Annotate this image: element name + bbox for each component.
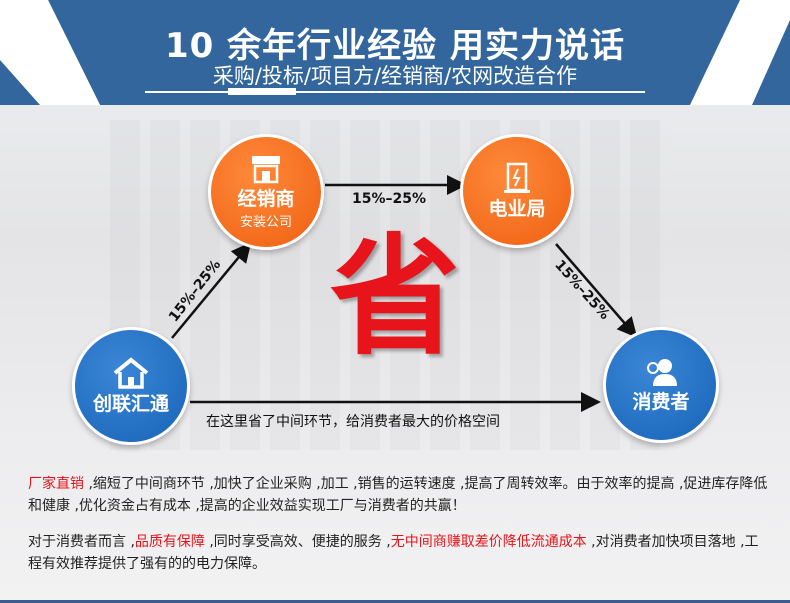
node-dealer-sub: 安装公司 xyxy=(239,215,292,230)
node-company-label: 创联汇通 xyxy=(92,392,169,415)
header-banner: 10 余年行业经验 用实力说话 采购/投标/项目方/经销商/农网改造合作 xyxy=(0,0,790,105)
home-icon xyxy=(113,356,149,389)
paragraph-2: 对于消费者而言 ,品质有保障 ,同时享受高效、便捷的服务 ,无中间商赚取差价降低… xyxy=(28,531,768,575)
power-building-icon xyxy=(504,162,530,193)
background-building xyxy=(110,120,670,450)
header-title: 10 余年行业经验 用实力说话 xyxy=(165,26,625,66)
bottom-border xyxy=(0,600,790,603)
header-subtitle: 采购/投标/项目方/经销商/农网改造合作 xyxy=(212,64,578,88)
highlight-text: 无中间商赚取差价降低流通成本 xyxy=(390,534,587,550)
store-icon xyxy=(252,156,280,184)
body-text: 对于消费者而言 , xyxy=(28,534,135,550)
label-dealer-to-power: 15%–25% xyxy=(352,191,427,207)
node-dealer-label: 经销商 xyxy=(237,188,295,210)
highlight-text: 品质有保障 xyxy=(134,534,205,550)
body-text: ,对消费者加快项目落地 ,工程有效推荐提供了强有的的电力保障。 xyxy=(28,534,759,572)
banner-shape xyxy=(0,0,790,105)
highlight-text: 厂家直销 xyxy=(28,476,84,492)
body-text: ,缩短了中间商环节 ,加快了企业采购 ,加工 ,销售的运转速度 ,提高了周转效率… xyxy=(28,476,768,514)
node-dealer: 经销商 安装公司 xyxy=(208,134,324,250)
body-text: ,同时享受高效、便捷的服务 , xyxy=(204,534,391,550)
arrow-power-to-consumer xyxy=(555,243,638,338)
paragraph-1: 厂家直销 ,缩短了中间商环节 ,加快了企业采购 ,加工 ,销售的运转速度 ,提高… xyxy=(28,473,768,517)
node-consumer-label: 消费者 xyxy=(632,390,690,413)
arrow-company-to-dealer xyxy=(171,242,252,339)
users-icon xyxy=(647,358,677,386)
node-power: 电业局 xyxy=(460,134,574,248)
node-company: 创联汇通 xyxy=(72,327,190,445)
node-power-label: 电业局 xyxy=(488,197,546,220)
save-character: 省 xyxy=(330,221,461,373)
node-consumer: 消费者 xyxy=(603,327,719,443)
label-bottom-arrow: 在这里省了中间环节，给消费者最大的价格空间 xyxy=(206,414,500,430)
